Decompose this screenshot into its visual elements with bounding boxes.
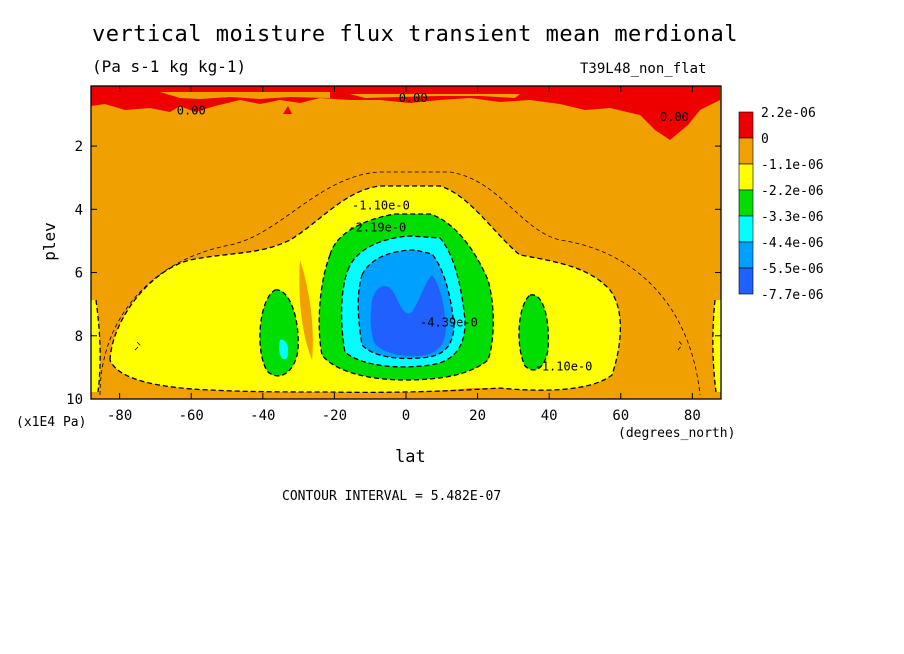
contour-label: 0.00 <box>177 103 206 117</box>
y-axis-ticks: 2 4 6 8 10 <box>66 139 721 408</box>
x-tick-label: 40 <box>541 408 558 424</box>
contour-fill-green-right <box>518 294 549 370</box>
contour-label: -2.19e-0 <box>348 220 406 234</box>
contour-lines <box>95 185 717 394</box>
contour-fill-cyan-left <box>279 339 289 360</box>
contour-label: -1.10e-0 <box>535 360 593 374</box>
run-label: T39L48_non_flat <box>580 61 707 77</box>
contour-interval: CONTOUR INTERVAL = 5.482E-07 <box>282 489 502 504</box>
y-tick-label: 4 <box>75 202 83 218</box>
x-tick-label: 0 <box>402 408 410 424</box>
y-tick-label: 6 <box>75 266 83 282</box>
legend-label: 0 <box>761 132 769 147</box>
legend-swatch <box>738 267 754 295</box>
contour-label: 0.00 <box>399 91 428 105</box>
x-tick-label: -40 <box>250 408 275 424</box>
legend-label: -5.5e-06 <box>761 262 824 277</box>
contour-fill-red-spot <box>283 106 292 114</box>
contour-fill-blue <box>370 275 446 357</box>
legend-label: -1.1e-06 <box>761 158 824 173</box>
contour-fill-orange-gap <box>160 92 330 99</box>
contour-fill-green-left <box>259 289 299 376</box>
legend-label: -2.2e-06 <box>761 184 824 199</box>
x-tick-label: 80 <box>684 408 701 424</box>
legend-label: -7.7e-06 <box>761 288 824 303</box>
legend-label: -3.3e-06 <box>761 210 824 225</box>
legend-swatch <box>738 215 754 243</box>
contour-fill-yellow-edge <box>712 300 721 392</box>
contour-fill-red-top <box>91 86 720 140</box>
x-tick-label: 20 <box>469 408 486 424</box>
x-tick-label: -80 <box>107 408 132 424</box>
chart-title: vertical moisture flux transient mean me… <box>92 22 739 47</box>
legend-swatch <box>738 111 754 139</box>
contour-fill-yellow-edge <box>91 300 101 392</box>
legend-label: -4.4e-06 <box>761 236 824 251</box>
y-tick-label: 10 <box>66 392 83 408</box>
x-axis-unit: (degrees_north) <box>618 426 736 441</box>
y-tick-label: 8 <box>75 329 83 345</box>
legend-label: 2.2e-06 <box>761 106 816 121</box>
color-legend: 2.2e-06 0 -1.1e-06 -2.2e-06 -3.3e-06 -4.4e-06… <box>738 106 824 303</box>
legend-swatch <box>738 163 754 191</box>
contour-fill-orange-gap <box>299 260 313 360</box>
y-axis-unit: (x1E4 Pa) <box>16 415 87 430</box>
contour-label: 0.00 <box>660 110 689 124</box>
x-axis-label: lat <box>395 447 426 467</box>
x-axis-ticks: -80 -60 -40 -20 0 20 40 60 80 <box>107 86 701 424</box>
legend-swatch <box>738 241 754 269</box>
chart-units: (Pa s-1 kg kg-1) <box>92 57 247 76</box>
x-tick-label: -20 <box>322 408 347 424</box>
filled-contours <box>91 86 721 399</box>
legend-swatch <box>738 137 754 165</box>
contour-fill-orange-gap <box>350 94 520 98</box>
contour-label: -4.39e-0 <box>420 315 478 329</box>
y-tick-label: 2 <box>75 139 83 155</box>
contour-lines-thin <box>99 171 701 396</box>
contour-labels: 0.00 0.00 0.00 -1.10e-0 -2.19e-0 -4.39e-0 -1.1… <box>177 91 689 374</box>
x-tick-label: 60 <box>612 408 629 424</box>
contour-label: -1.10e-0 <box>352 198 410 212</box>
x-tick-label: -60 <box>179 408 204 424</box>
legend-swatch <box>738 189 754 217</box>
